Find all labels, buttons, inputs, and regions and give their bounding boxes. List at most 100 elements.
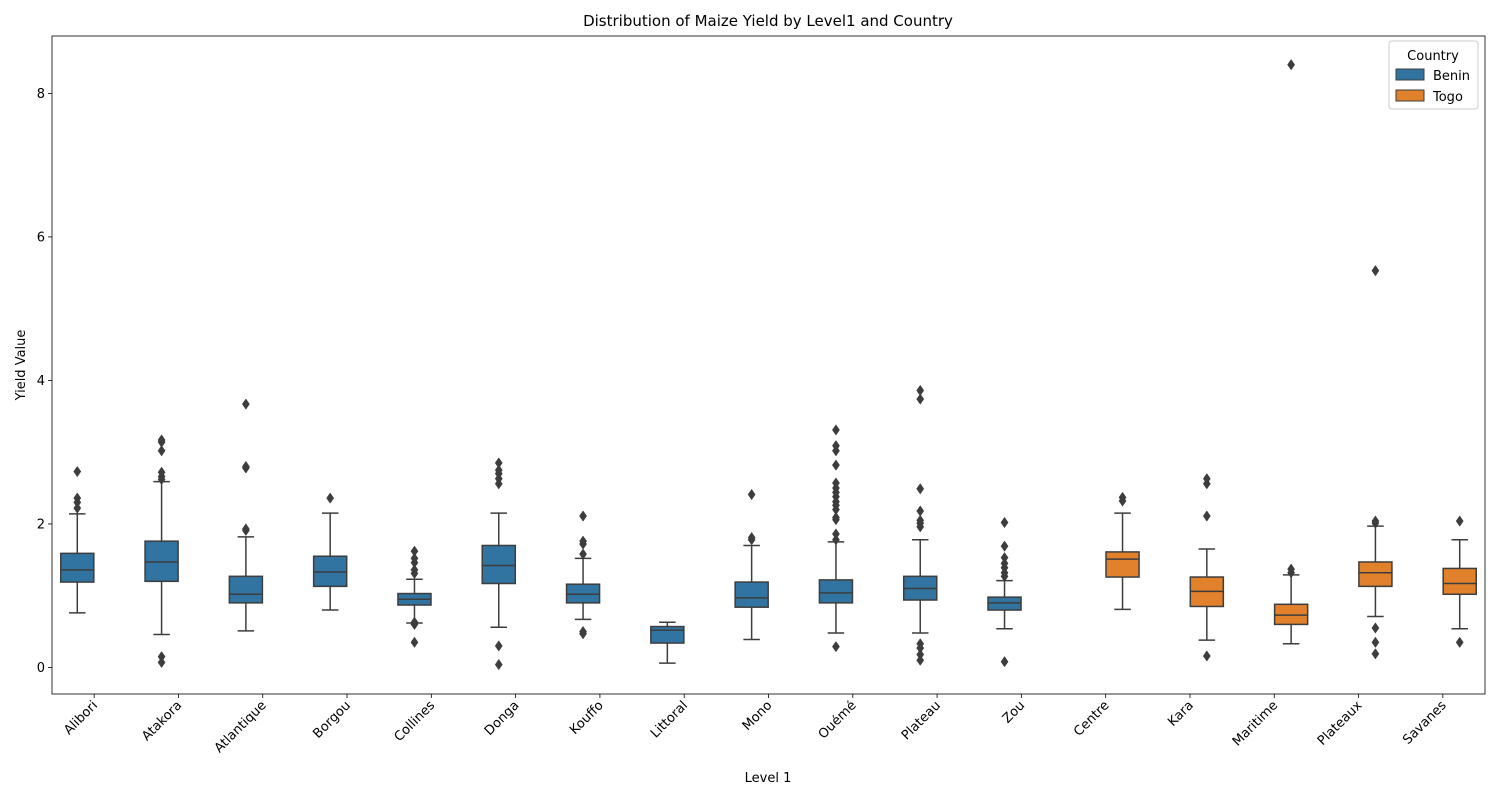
box-donga bbox=[481, 457, 517, 671]
box-kara bbox=[1189, 473, 1225, 662]
outlier-point bbox=[1371, 265, 1380, 277]
box-oueme bbox=[818, 424, 854, 653]
outlier-point bbox=[1202, 473, 1211, 485]
outlier-point bbox=[916, 384, 925, 397]
box-maritime bbox=[1273, 59, 1309, 645]
iqr-box bbox=[60, 552, 95, 583]
legend-title: Country bbox=[1407, 49, 1459, 64]
outlier-point bbox=[747, 531, 756, 544]
outlier-point bbox=[832, 641, 840, 653]
outlier-point bbox=[916, 483, 925, 495]
outlier-point bbox=[494, 464, 503, 476]
x-tick-label-collines: Collines bbox=[392, 698, 439, 745]
outlier-point bbox=[494, 640, 503, 652]
outlier-point bbox=[410, 636, 419, 648]
outlier-point bbox=[916, 514, 925, 526]
box-atlantique bbox=[228, 398, 264, 632]
x-tick-label-littoral: Littoral bbox=[648, 698, 691, 741]
iqr-box bbox=[228, 575, 264, 604]
y-tick-label: 8 bbox=[37, 87, 45, 102]
outlier-point bbox=[916, 505, 925, 517]
outlier-point bbox=[494, 457, 503, 469]
legend-swatch-benin bbox=[1395, 68, 1425, 81]
outlier-point bbox=[832, 424, 840, 436]
outlier-point bbox=[157, 651, 166, 663]
outlier-point bbox=[241, 460, 250, 473]
outlier-point bbox=[1455, 515, 1464, 527]
box-plateau bbox=[902, 384, 938, 666]
x-tick-label-zou: Zou bbox=[1000, 698, 1028, 726]
box-borgou bbox=[312, 492, 348, 611]
outlier-point bbox=[579, 510, 587, 522]
outlier-point bbox=[1000, 552, 1009, 564]
box-centre bbox=[1105, 491, 1140, 611]
outlier-point bbox=[579, 535, 587, 547]
outlier-point bbox=[1000, 516, 1009, 529]
y-tick-label: 0 bbox=[37, 661, 45, 676]
outlier-point bbox=[916, 638, 925, 650]
box-series bbox=[60, 59, 1477, 671]
outlier-point bbox=[747, 488, 756, 501]
outlier-point bbox=[73, 492, 82, 504]
box-plateaux bbox=[1358, 265, 1393, 660]
y-tick-label: 2 bbox=[37, 517, 45, 532]
outlier-point bbox=[410, 564, 419, 576]
outlier-point bbox=[579, 548, 587, 560]
outlier-point bbox=[1202, 510, 1211, 522]
y-axis-label: Yield Value bbox=[14, 330, 29, 402]
x-axis: Alibori Atakora Atlantique Borgou Collines Do… bbox=[61, 694, 1450, 756]
outlier-point bbox=[832, 459, 840, 471]
y-tick-label: 6 bbox=[37, 230, 45, 245]
outlier-point bbox=[916, 654, 925, 666]
x-tick-label-savanes: Savanes bbox=[1400, 698, 1450, 748]
outlier-point bbox=[832, 477, 840, 489]
y-axis: 0 2 4 6 8 bbox=[37, 87, 52, 676]
x-tick-label-mono: Mono bbox=[740, 698, 776, 734]
x-tick-label-atlantique: Atlantique bbox=[212, 698, 270, 756]
x-tick-label-plateaux: Plateaux bbox=[1315, 698, 1366, 749]
outlier-point bbox=[1371, 636, 1380, 648]
outlier-point bbox=[157, 434, 166, 446]
outlier-point bbox=[1118, 491, 1127, 504]
outlier-point bbox=[73, 502, 82, 514]
outlier-point bbox=[1287, 563, 1296, 575]
box-alibori bbox=[60, 465, 95, 614]
outlier-point bbox=[1000, 656, 1009, 668]
outlier-point bbox=[157, 656, 166, 669]
outlier-point bbox=[494, 658, 503, 671]
x-tick-label-atakora: Atakora bbox=[139, 698, 185, 744]
iqr-box bbox=[1105, 551, 1140, 578]
outlier-point bbox=[157, 445, 166, 457]
iqr-box bbox=[1358, 561, 1393, 588]
outlier-point bbox=[410, 616, 419, 628]
box-zou bbox=[987, 516, 1022, 668]
x-tick-label-alibori: Alibori bbox=[61, 698, 101, 738]
outlier-point bbox=[1287, 59, 1296, 71]
iqr-box bbox=[481, 544, 517, 585]
box-kouffo bbox=[565, 510, 601, 640]
iqr-box bbox=[650, 625, 685, 644]
x-tick-label-plateau: Plateau bbox=[899, 698, 944, 743]
x-tick-label-donga: Donga bbox=[482, 698, 523, 739]
outlier-point bbox=[832, 534, 840, 546]
x-tick-label-borgou: Borgou bbox=[310, 698, 353, 741]
box-atakora bbox=[144, 434, 179, 669]
outlier-point bbox=[832, 528, 840, 540]
x-tick-label-kouffo: Kouffo bbox=[567, 698, 607, 738]
legend-label-benin: Benin bbox=[1433, 69, 1470, 84]
box-mono bbox=[734, 488, 769, 641]
x-tick-label-oueme: Ouémé bbox=[816, 698, 860, 742]
outlier-point bbox=[410, 545, 419, 557]
outlier-point bbox=[579, 625, 587, 638]
outlier-point bbox=[326, 492, 335, 504]
legend: Country Benin Togo bbox=[1388, 40, 1479, 110]
chart-title: Distribution of Maize Yield by Level1 an… bbox=[583, 12, 953, 30]
box-littoral bbox=[650, 621, 685, 664]
outlier-point bbox=[1455, 636, 1464, 648]
box-savanes bbox=[1442, 515, 1477, 648]
outlier-point bbox=[157, 466, 166, 478]
outlier-point bbox=[832, 511, 840, 524]
outlier-point bbox=[1000, 540, 1009, 552]
x-tick-label-kara: Kara bbox=[1165, 698, 1197, 730]
